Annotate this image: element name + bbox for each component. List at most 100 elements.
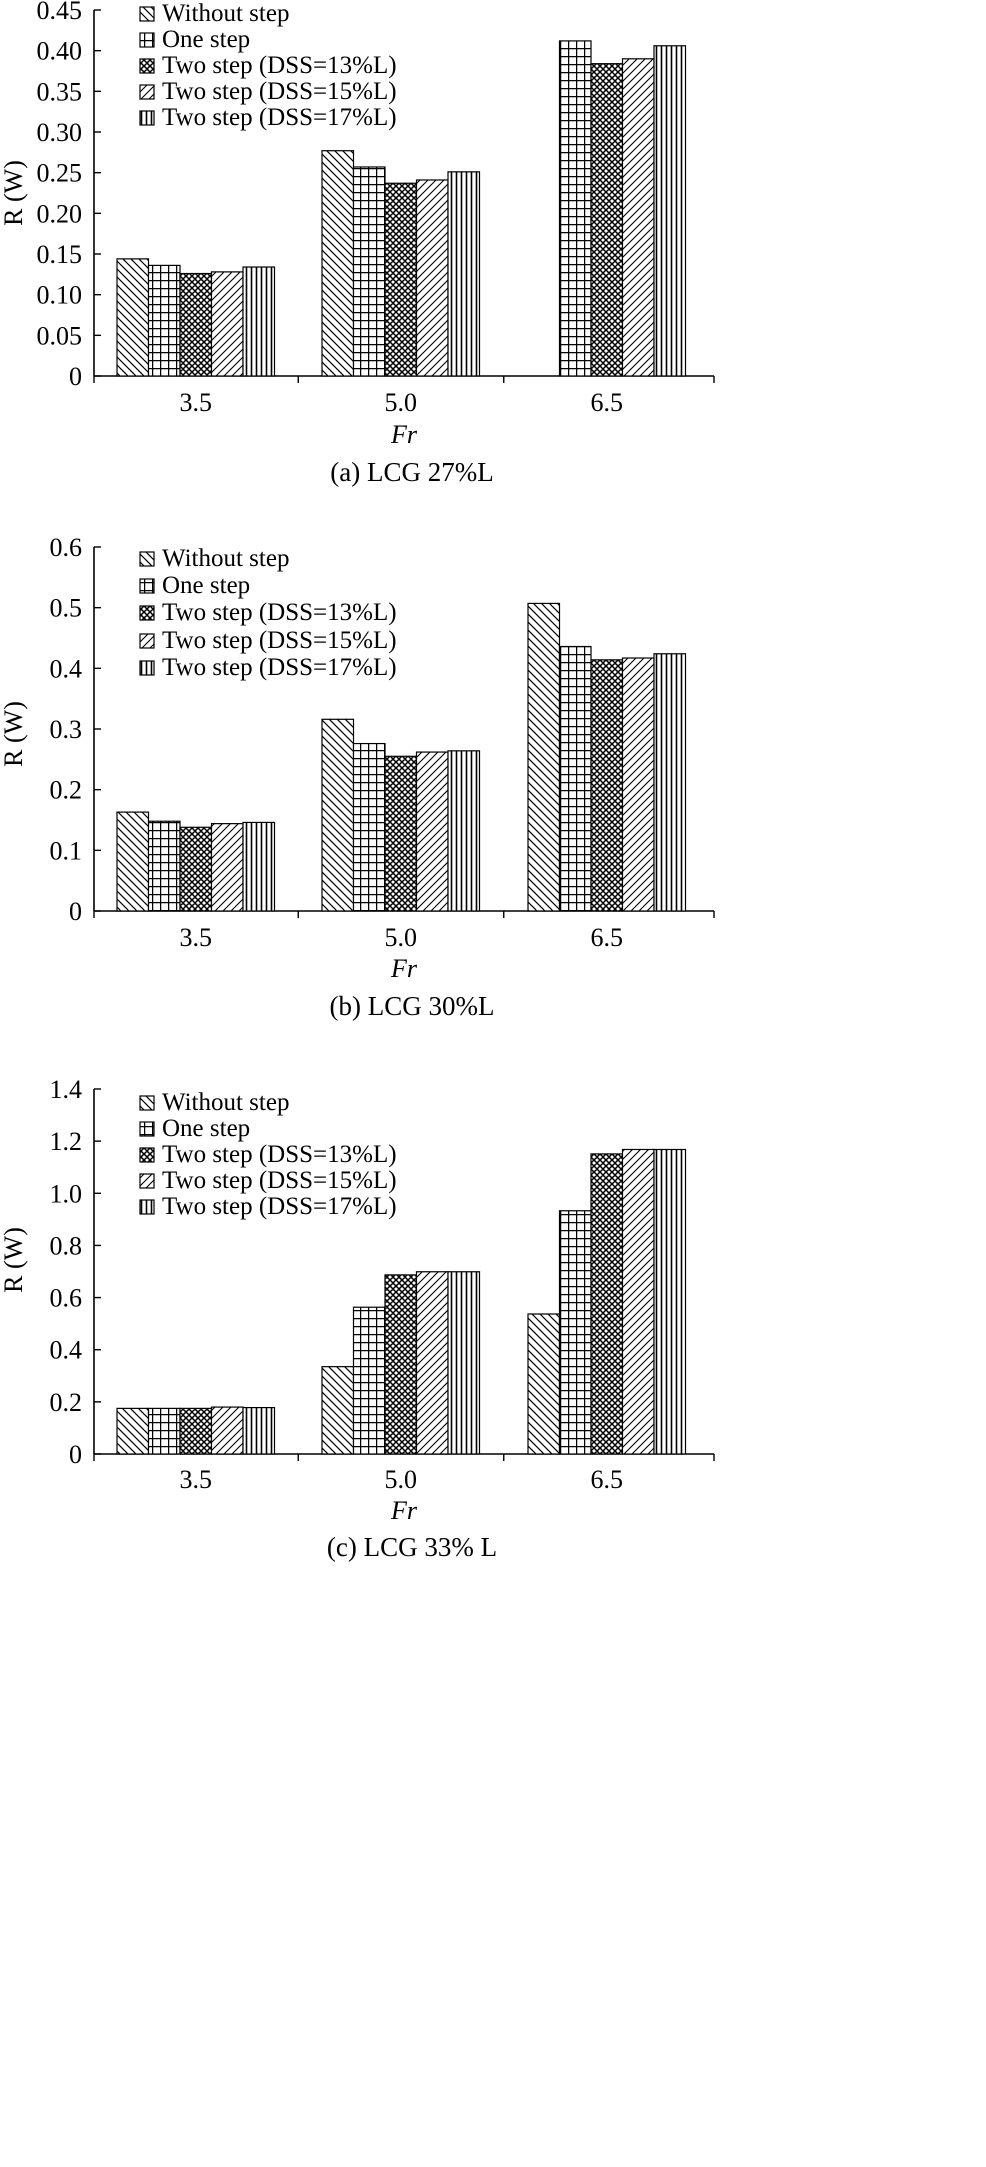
bar-3-cat-2 xyxy=(384,1274,418,1455)
bar-3-cat-2 xyxy=(384,182,418,377)
y-tick-label: 0.40 xyxy=(37,37,83,66)
bar-4-cat-3 xyxy=(621,657,655,912)
legend-label-2: One step xyxy=(162,572,250,599)
legend-swatch-3 xyxy=(139,1147,155,1163)
bar-5-cat-1 xyxy=(242,1406,276,1455)
y-tick-label: 0.6 xyxy=(50,1284,83,1313)
y-tick-label: 0.15 xyxy=(37,240,83,269)
bar-2-cat-2 xyxy=(352,1306,386,1455)
y-tick-label: 0.3 xyxy=(50,715,83,744)
legend-swatch-3 xyxy=(139,605,155,621)
legend-swatch-2 xyxy=(139,578,155,594)
bar-5-cat-3 xyxy=(653,1148,687,1455)
x-axis-label: Fr xyxy=(390,420,418,449)
bar-4-cat-3 xyxy=(621,1148,655,1455)
bar-2-cat-3 xyxy=(558,645,592,912)
legend-label-3: Two step (DSS=13%L) xyxy=(162,599,397,626)
legend-label-1: Without step xyxy=(162,545,289,572)
bar-5-cat-2 xyxy=(447,750,481,912)
legend-swatch-3 xyxy=(139,58,155,74)
x-tick-label: 6.5 xyxy=(591,388,624,417)
bar-3-cat-1 xyxy=(179,1407,213,1455)
bar-1-cat-1 xyxy=(116,1407,150,1455)
bar-1-cat-3 xyxy=(527,1313,561,1455)
x-axis-label: Fr xyxy=(390,1496,418,1525)
bar-2-cat-1 xyxy=(147,264,181,377)
bar-4-cat-3 xyxy=(621,58,655,377)
legend-swatch-5 xyxy=(139,110,155,126)
bar-1-cat-1 xyxy=(116,258,150,377)
bar-5-cat-3 xyxy=(653,45,687,377)
legend-label-5: Two step (DSS=17%L) xyxy=(162,654,397,681)
legend-swatch-5 xyxy=(139,1199,155,1215)
bar-2-cat-3 xyxy=(558,40,592,377)
legend-swatch-1 xyxy=(139,551,155,567)
bar-1-cat-2 xyxy=(321,150,355,377)
x-tick-label: 3.5 xyxy=(180,1465,213,1494)
legend-swatch-2 xyxy=(139,1121,155,1137)
bar-2-cat-1 xyxy=(147,1407,181,1455)
legend-swatch-4 xyxy=(139,633,155,649)
legend-swatch-2 xyxy=(139,32,155,48)
y-tick-label: 0 xyxy=(69,897,82,926)
legend-swatch-5 xyxy=(139,660,155,676)
bar-1-cat-3 xyxy=(527,602,561,912)
bar-1-cat-1 xyxy=(116,811,150,912)
x-axis-label: Fr xyxy=(390,954,418,983)
y-tick-label: 1.2 xyxy=(50,1127,83,1156)
figure-caption: (a) LCG 27%L xyxy=(330,457,493,487)
x-tick-label: 5.0 xyxy=(385,1465,418,1494)
y-tick-label: 0.2 xyxy=(50,1388,83,1417)
legend-label-3: Two step (DSS=13%L) xyxy=(162,1141,397,1168)
bar-4-cat-2 xyxy=(415,751,449,912)
y-tick-label: 0 xyxy=(69,1440,82,1469)
y-tick-label: 0.1 xyxy=(50,836,83,865)
legend-swatch-4 xyxy=(139,84,155,100)
bar-4-cat-2 xyxy=(415,179,449,377)
legend-label-2: One step xyxy=(162,26,250,53)
x-tick-label: 6.5 xyxy=(591,923,624,952)
legend-swatch-1 xyxy=(139,1095,155,1111)
y-axis-label: R (W) xyxy=(0,1227,28,1293)
x-tick-label: 3.5 xyxy=(180,388,213,417)
y-tick-label: 0.05 xyxy=(37,321,83,350)
bar-4-cat-2 xyxy=(415,1271,449,1455)
y-tick-label: 0.4 xyxy=(50,654,83,683)
bar-4-cat-1 xyxy=(210,823,244,912)
y-tick-label: 0.4 xyxy=(50,1336,83,1365)
y-tick-label: 0.45 xyxy=(37,0,83,25)
legend-swatch-1 xyxy=(139,6,155,22)
y-tick-label: 0.5 xyxy=(50,594,83,623)
bar-5-cat-1 xyxy=(242,821,276,912)
bar-1-cat-2 xyxy=(321,1366,355,1455)
bar-5-cat-2 xyxy=(447,1271,481,1455)
bar-4-cat-1 xyxy=(210,1406,244,1455)
figure-caption: (b) LCG 30%L xyxy=(330,991,495,1021)
chart-panel-b: 0 0.1 0.2 0.3 0.4 0.5 0.6 3.5 5.0 6.5 Fr R (W) (b) L… xyxy=(0,533,715,1021)
legend-label-1: Without step xyxy=(162,0,289,27)
legend-label-5: Two step (DSS=17%L) xyxy=(162,104,397,131)
y-tick-label: 0.10 xyxy=(37,281,83,310)
y-tick-label: 0.20 xyxy=(37,199,83,228)
bar-3-cat-1 xyxy=(179,826,213,912)
bar-3-cat-3 xyxy=(590,659,624,912)
y-tick-label: 1.0 xyxy=(50,1179,83,1208)
y-tick-label: 0.30 xyxy=(37,118,83,147)
legend-label-3: Two step (DSS=13%L) xyxy=(162,52,397,79)
x-tick-label: 5.0 xyxy=(385,388,418,417)
chart-panel-c: 0 0.2 0.4 0.6 0.8 1.0 1.2 1.4 3.5 5.0 6.5 Fr R (W) (c… xyxy=(0,1075,715,1562)
legend-swatch-4 xyxy=(139,1173,155,1189)
bar-3-cat-3 xyxy=(590,63,624,377)
y-tick-label: 0.8 xyxy=(50,1231,83,1260)
bar-5-cat-2 xyxy=(447,171,481,377)
y-tick-label: 0.6 xyxy=(50,533,83,562)
bar-3-cat-2 xyxy=(384,755,418,912)
legend-label-4: Two step (DSS=15%L) xyxy=(162,78,397,105)
y-tick-label: 0.35 xyxy=(37,77,83,106)
bar-2-cat-2 xyxy=(352,742,386,912)
y-tick-label: 1.4 xyxy=(50,1075,83,1104)
bar-2-cat-3 xyxy=(558,1210,592,1455)
